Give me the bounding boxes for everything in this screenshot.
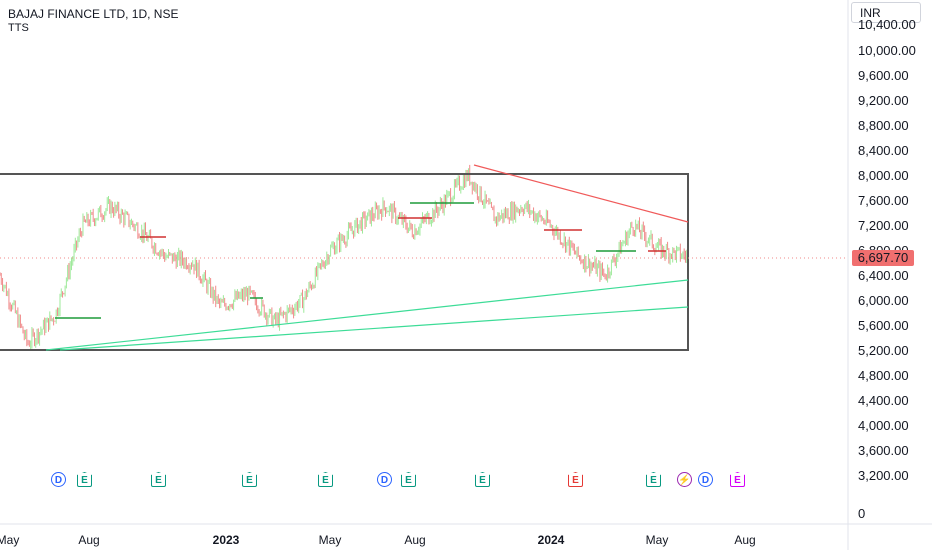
price-tick: 5,200.00	[858, 343, 909, 358]
chart-background	[0, 0, 848, 524]
price-tick: 3,200.00	[858, 468, 909, 483]
price-tick: 6,400.00	[858, 268, 909, 283]
time-tick: May	[645, 533, 669, 547]
consolidation-range-box[interactable]	[0, 173, 689, 351]
last-price-label: 6,697.70	[852, 250, 914, 266]
resistance-trendline[interactable]	[473, 164, 689, 223]
price-tick: 10,000.00	[858, 43, 916, 58]
symbol-title[interactable]: BAJAJ FINANCE LTD, 1D, NSE	[8, 7, 179, 21]
time-tick: 2024	[537, 533, 565, 547]
price-tick: 9,200.00	[858, 93, 909, 108]
split-event-icon[interactable]: ⚡	[677, 472, 692, 487]
time-tick: May	[318, 533, 342, 547]
time-tick: May	[0, 533, 20, 547]
time-tick: Aug	[404, 533, 426, 547]
indicator-label[interactable]: TTS	[8, 22, 29, 34]
dividend-event-icon[interactable]: D	[377, 472, 392, 487]
dividend-event-icon[interactable]: D	[51, 472, 66, 487]
candles	[0, 164, 689, 351]
price-tick: 6,000.00	[858, 293, 909, 308]
price-tick: 8,000.00	[858, 168, 909, 183]
price-tick: 5,600.00	[858, 318, 909, 333]
chart-legend[interactable]: BAJAJ FINANCE LTD, 1D, NSE TTS	[8, 7, 178, 35]
earnings-event-icon[interactable]: E	[401, 472, 416, 487]
level-lines	[55, 202, 666, 319]
currency-selector[interactable]: INR	[851, 2, 921, 23]
price-tick: 8,800.00	[858, 118, 909, 133]
earnings-event-icon[interactable]: E	[151, 472, 166, 487]
price-tick: 0	[858, 506, 866, 521]
support-trendline-lower[interactable]	[59, 306, 689, 351]
earnings-event-icon[interactable]: E	[568, 472, 583, 487]
price-tick: 7,200.00	[858, 218, 909, 233]
time-tick: Aug	[78, 533, 100, 547]
price-tick: 9,600.00	[858, 68, 909, 83]
price-tick: 4,400.00	[858, 393, 909, 408]
price-tick: 3,600.00	[858, 443, 909, 458]
earnings-event-icon[interactable]: E	[77, 472, 92, 487]
earnings-event-icon[interactable]: E	[646, 472, 661, 487]
earnings-event-icon[interactable]: E	[242, 472, 257, 487]
price-tick: 8,400.00	[858, 143, 909, 158]
dividend-event-icon[interactable]: D	[698, 472, 713, 487]
support-trendline-upper[interactable]	[45, 279, 689, 351]
time-tick: 2023	[212, 533, 240, 547]
time-tick: Aug	[734, 533, 756, 547]
price-tick: 7,600.00	[858, 193, 909, 208]
price-tick: 10,400.00	[858, 17, 916, 32]
price-tick: 4,000.00	[858, 418, 909, 433]
price-tick: 4,800.00	[858, 368, 909, 383]
earnings-event-icon[interactable]: E	[475, 472, 490, 487]
earnings-event-icon[interactable]: E	[730, 472, 745, 487]
earnings-event-icon[interactable]: E	[318, 472, 333, 487]
